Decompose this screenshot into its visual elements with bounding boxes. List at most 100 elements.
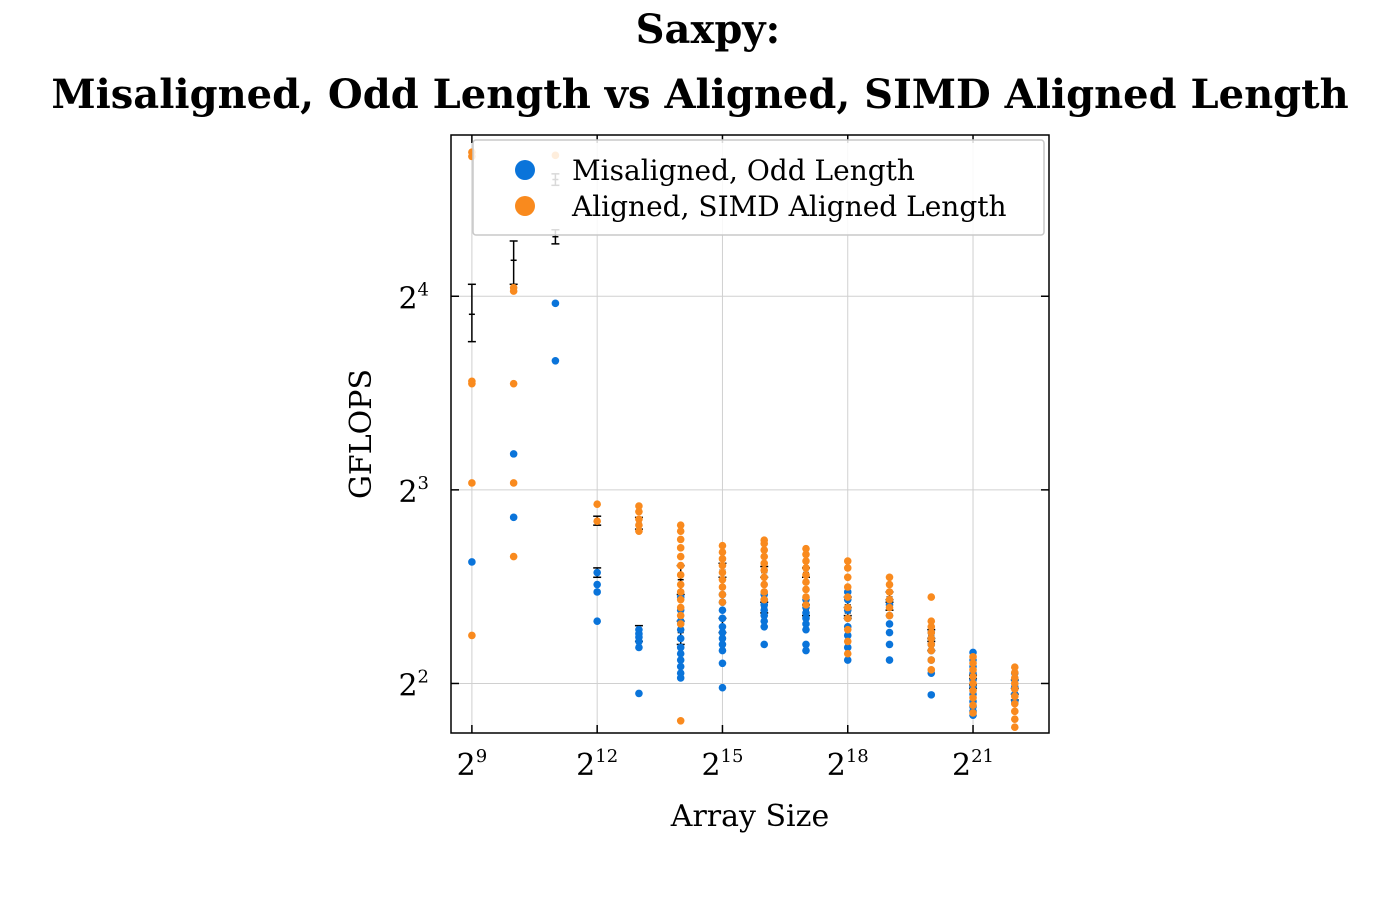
- data-point: [676, 561, 685, 570]
- data-point: [676, 643, 685, 652]
- x-axis-label: Array Size: [670, 799, 829, 834]
- data-point: [635, 515, 643, 524]
- data-point: [760, 559, 769, 568]
- data-point: [718, 659, 727, 668]
- series-misaligned: [468, 299, 1019, 720]
- y-tick-label: 23: [398, 473, 429, 510]
- data-point: [760, 640, 769, 649]
- data-point: [593, 580, 601, 589]
- data-point: [509, 283, 518, 292]
- data-point: [885, 656, 894, 664]
- data-point: [468, 479, 476, 487]
- data-point: [843, 557, 852, 565]
- data-point: [885, 580, 894, 589]
- data-point: [1010, 692, 1019, 701]
- error-bars: [467, 173, 1019, 701]
- data-point: [802, 557, 810, 565]
- data-point: [802, 620, 810, 628]
- data-point: [969, 679, 977, 688]
- data-point: [551, 356, 560, 365]
- data-point: [1010, 715, 1019, 723]
- data-point: [635, 643, 643, 652]
- data-point: [927, 628, 936, 637]
- data-point: [760, 588, 769, 596]
- data-point: [802, 544, 810, 553]
- legend-label-misaligned: Misaligned, Odd Length: [572, 154, 915, 187]
- data-point: [468, 631, 476, 640]
- data-point: [802, 646, 810, 655]
- data-point: [718, 622, 727, 631]
- y-axis-label: GFLOPS: [344, 369, 379, 499]
- data-point: [969, 672, 977, 681]
- data-point: [885, 640, 894, 649]
- data-point: [718, 568, 727, 577]
- data-point: [802, 585, 810, 594]
- data-point: [676, 595, 685, 604]
- data-point: [593, 617, 601, 625]
- data-point: [760, 536, 769, 545]
- data-point: [760, 573, 769, 582]
- data-point: [718, 541, 727, 550]
- data-point: [718, 628, 727, 637]
- data-point: [802, 593, 810, 601]
- data-point: [843, 593, 852, 601]
- data-point: [676, 571, 685, 579]
- data-point: [676, 588, 685, 596]
- axis-ticks: 29 212 215 218 221 22 23 24: [398, 135, 1049, 783]
- data-point: [969, 709, 977, 717]
- data-point: [760, 601, 769, 609]
- data-point: [1010, 723, 1019, 732]
- data-point: [843, 603, 852, 612]
- data-point: [676, 625, 685, 634]
- data-point: [885, 620, 894, 628]
- data-point: [676, 544, 685, 552]
- data-point: [718, 561, 727, 570]
- data-point: [760, 617, 769, 625]
- data-point: [885, 603, 894, 612]
- data-point: [509, 552, 518, 561]
- data-point: [927, 656, 936, 664]
- error-bar: [509, 240, 518, 286]
- data-point: [843, 656, 852, 664]
- legend-marker-misaligned: [515, 160, 535, 180]
- data-point: [885, 588, 894, 596]
- data-point: [843, 625, 852, 634]
- data-point: [676, 716, 685, 725]
- data-point: [1010, 685, 1019, 693]
- data-point: [927, 646, 936, 655]
- data-point: [509, 479, 518, 487]
- data-point: [843, 643, 852, 652]
- data-point: [676, 527, 685, 535]
- data-point: [718, 646, 727, 655]
- data-point: [843, 637, 852, 646]
- data-point: [843, 583, 852, 591]
- data-point: [509, 513, 518, 522]
- data-point: [885, 628, 894, 637]
- data-point: [718, 555, 727, 563]
- data-point: [593, 517, 601, 526]
- legend: Misaligned, Odd Length Aligned, SIMD Ali…: [472, 139, 1045, 236]
- data-point: [927, 666, 936, 674]
- data-point: [927, 593, 936, 601]
- data-point: [927, 691, 936, 699]
- data-point: [843, 614, 852, 623]
- data-point: [843, 564, 852, 572]
- data-point: [509, 450, 518, 458]
- data-point: [635, 502, 643, 510]
- data-point: [635, 507, 643, 516]
- data-point: [635, 527, 643, 535]
- data-point: [718, 683, 727, 692]
- data-point: [593, 500, 601, 508]
- data-point: [760, 595, 769, 604]
- data-point: [676, 662, 685, 671]
- data-point: [1010, 699, 1019, 708]
- data-point: [593, 588, 601, 596]
- data-point: [760, 566, 769, 575]
- data-point: [1010, 679, 1019, 688]
- data-point: [885, 611, 894, 620]
- data-point: [802, 609, 810, 617]
- legend-marker-aligned: [515, 196, 535, 216]
- data-point: [969, 701, 977, 710]
- data-point: [885, 595, 894, 604]
